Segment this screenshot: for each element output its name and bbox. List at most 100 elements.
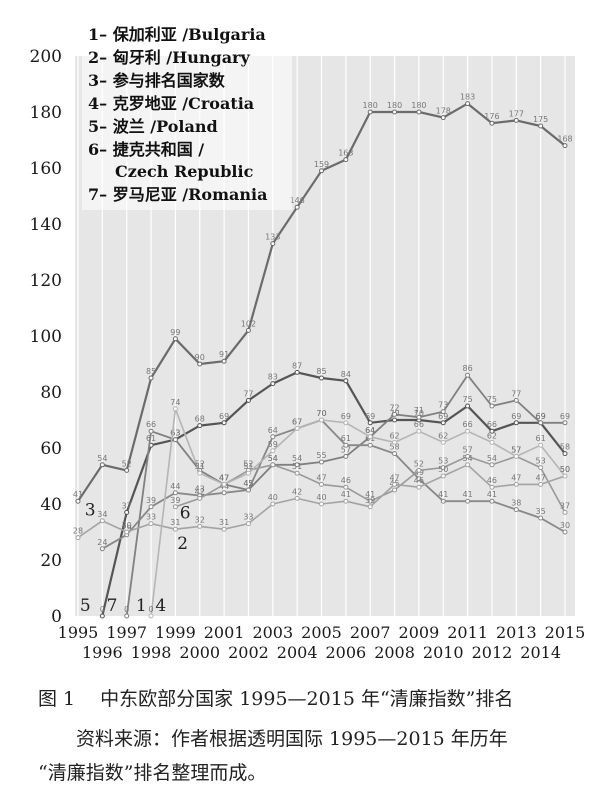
data-label-1: 54 [268, 454, 278, 463]
series-line-5 [101, 419, 566, 550]
x-tick-label: 1997 [106, 623, 147, 642]
data-label-5: 39 [146, 496, 156, 505]
series-point-3 [392, 109, 398, 115]
data-label-1: 71 [414, 406, 424, 415]
series-point-1 [440, 409, 446, 415]
data-label-3: 52 [122, 459, 132, 468]
series-point-1 [489, 403, 495, 409]
data-label-5: 38 [511, 499, 521, 508]
x-tick-label: 1996 [82, 643, 123, 662]
data-label-7: 69 [511, 412, 521, 421]
series-label-4: 4 [155, 596, 166, 616]
series-point-6 [197, 495, 203, 501]
series-point-5 [562, 529, 568, 535]
legend-entry: 4– 克罗地亚 /Croatia [88, 94, 254, 113]
data-label-4: 62 [487, 431, 497, 440]
series-point-2 [99, 518, 105, 524]
y-tick-label: 0 [51, 607, 62, 627]
data-label-6: 57 [463, 445, 473, 454]
series-point-6 [465, 453, 471, 459]
series-point-4 [343, 420, 349, 426]
series-point-4 [319, 417, 324, 423]
series-point-1 [124, 613, 130, 619]
data-label-6: 57 [511, 445, 521, 454]
series-point-2 [392, 481, 398, 487]
series-point-7 [197, 423, 203, 429]
data-label-5: 61 [341, 434, 351, 443]
data-label-3: 177 [509, 109, 524, 118]
series-line-7 [101, 371, 566, 617]
series-point-2 [270, 501, 276, 507]
data-label-2: 47 [511, 473, 521, 482]
series-point-4 [489, 439, 495, 445]
series-label-7: 7 [107, 596, 118, 616]
series-point-4 [416, 428, 422, 434]
series-point-1 [562, 420, 568, 426]
series-point-3 [343, 157, 349, 163]
data-label-7: 58 [560, 443, 570, 452]
series-point-1 [465, 372, 471, 378]
data-label-1: 86 [463, 364, 473, 373]
x-tick-label: 2002 [228, 643, 269, 662]
legend-entry: 5– 波兰 /Poland [88, 117, 218, 136]
data-label-3: 163 [338, 149, 353, 158]
series-point-6 [319, 481, 324, 487]
series-point-3 [538, 123, 544, 129]
data-label-3: 183 [460, 93, 475, 102]
series-point-2 [172, 526, 178, 532]
data-label-6: 54 [487, 454, 497, 463]
data-label-3: 54 [97, 454, 107, 463]
series-point-7 [343, 378, 349, 384]
data-label-5: 41 [438, 490, 448, 499]
x-tick-label: 2010 [423, 643, 464, 662]
series-point-4 [221, 481, 227, 487]
data-label-6: 47 [219, 473, 229, 482]
x-tick-label: 2001 [204, 623, 245, 642]
series-label-6: 6 [180, 503, 191, 523]
data-label-4: 74 [170, 398, 180, 407]
data-label-2: 40 [268, 493, 278, 502]
data-label-7: 69 [438, 412, 448, 421]
series-label-1: 1 [136, 596, 147, 616]
series-point-5 [148, 504, 154, 510]
data-label-2: 30 [122, 521, 132, 530]
data-label-6: 39 [170, 496, 180, 505]
series-point-3 [367, 109, 373, 115]
series-point-6 [538, 465, 544, 471]
series-point-2 [245, 521, 251, 527]
series-point-7 [513, 420, 519, 426]
data-label-6: 52 [414, 459, 424, 468]
x-tick-label: 2014 [520, 643, 561, 662]
series-point-5 [343, 442, 349, 448]
data-label-4: 64 [365, 426, 375, 435]
series-point-3 [270, 241, 276, 247]
series-point-7 [367, 420, 373, 426]
data-label-5: 41 [487, 490, 497, 499]
series-point-7 [392, 417, 398, 423]
series-line-4 [150, 408, 566, 617]
series-point-7 [465, 403, 471, 409]
series-point-5 [440, 498, 446, 504]
series-point-2 [221, 526, 227, 532]
series-label-5: 5 [80, 596, 91, 616]
data-label-6: 42 [195, 487, 205, 496]
data-label-2: 40 [316, 493, 326, 502]
data-label-3: 180 [411, 101, 426, 110]
data-label-3: 178 [436, 107, 451, 116]
data-label-4: 47 [219, 473, 229, 482]
series-point-5 [172, 490, 178, 496]
x-tick-label: 1999 [155, 623, 196, 642]
data-label-1: 0 [124, 605, 129, 614]
legend-entry: 7– 罗马尼亚 /Romania [88, 185, 267, 204]
y-tick-label: 200 [30, 47, 62, 67]
data-label-2: 46 [487, 476, 497, 485]
series-point-5 [465, 498, 471, 504]
data-label-4: 0 [149, 605, 154, 614]
series-point-4 [513, 453, 519, 459]
x-tick-label: 1998 [131, 643, 172, 662]
series-point-6 [367, 498, 373, 504]
figure-caption: 图 1 中东欧部分国家 1995—2015 年“清廉指数”排名 [38, 688, 514, 710]
data-label-4: 51 [243, 462, 253, 471]
y-tick-label: 160 [30, 159, 62, 179]
